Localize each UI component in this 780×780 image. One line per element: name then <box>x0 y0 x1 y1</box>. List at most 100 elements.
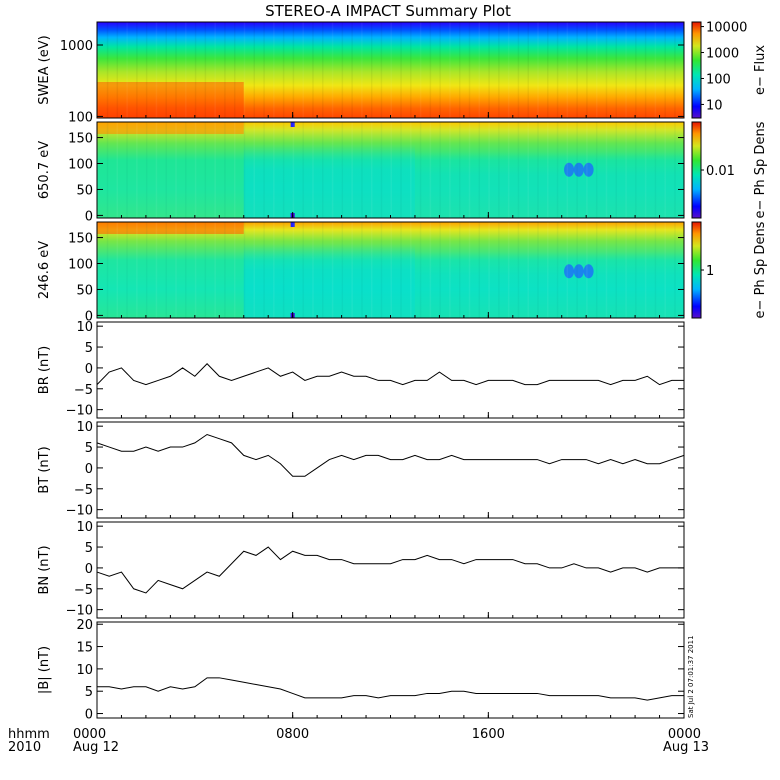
ytick-label: 0 <box>85 309 93 324</box>
pad-stripe <box>674 222 676 318</box>
ylabel: BR (nT) <box>37 346 52 394</box>
ytick-label: −5 <box>74 583 93 598</box>
spectrogram-stripe <box>370 22 373 118</box>
ylabel: 650.7 eV <box>37 141 52 199</box>
pad-stripe <box>429 222 432 318</box>
ytick-label: 0 <box>85 209 93 224</box>
ytick-label: 5 <box>85 685 93 700</box>
pad-stripe <box>507 122 510 218</box>
pad-stripe <box>341 222 344 318</box>
pad-stripe <box>488 122 490 218</box>
pad-stripe <box>185 122 187 218</box>
pad-stripe <box>498 122 500 218</box>
pad-stripe <box>419 122 422 218</box>
series-line-3 <box>96 363 684 386</box>
pad-stripe <box>165 222 167 318</box>
spectrogram-stripe <box>185 22 187 118</box>
spectrogram-stripe <box>253 22 256 118</box>
colorbar-tick-label: 1 <box>706 264 714 279</box>
ytick-label: 0 <box>85 362 93 377</box>
spectrogram-stripe <box>155 22 158 118</box>
pad-stripe <box>273 222 275 318</box>
pad-stripe <box>468 222 471 318</box>
pad-stripe <box>302 122 304 218</box>
pad-stripe <box>331 222 334 318</box>
pad-stripe <box>635 122 637 218</box>
ylabel: |B| (nT) <box>37 646 52 694</box>
pad-stripe <box>253 122 256 218</box>
xtick-label: 0800 <box>276 727 309 742</box>
ytick-label: 50 <box>76 183 93 198</box>
ytick-label: 0 <box>85 708 93 723</box>
spectrogram-stripe <box>654 22 657 118</box>
pad-stripe <box>155 222 158 318</box>
pad-stripe <box>517 222 520 318</box>
pad-stripe <box>106 122 109 218</box>
spectrogram-stripe <box>233 22 236 118</box>
pad-early-hot-band <box>97 122 244 134</box>
spectrogram-stripe <box>351 22 353 118</box>
ytick-label: 10 <box>76 520 93 535</box>
ytick-label: 0 <box>85 462 93 477</box>
colorbar-2 <box>691 221 702 319</box>
spectrogram-stripe <box>586 22 588 118</box>
ytick-label: 15 <box>76 641 93 656</box>
panel-2: 1 e− Ph Sp Dens 0 50 100 150 246.6 eV <box>37 221 768 324</box>
panel-0: 10 100 1000 10000 e− Flux 100 1000 SWEA (eV) <box>37 21 768 126</box>
spectrogram-stripe <box>273 22 275 118</box>
pad-low-density-blob <box>564 162 575 177</box>
spectrogram-stripe <box>547 22 549 118</box>
pad-early-hot-band <box>97 222 244 234</box>
pad-stripe <box>322 122 324 218</box>
axes-frame <box>96 421 685 519</box>
pad-stripe <box>458 122 461 218</box>
spectrogram-stripe <box>674 22 676 118</box>
spectrogram-stripe <box>556 22 559 118</box>
pad-low-density-blob <box>583 264 594 279</box>
ytick-label: 150 <box>68 232 93 247</box>
spectrogram-stripe <box>439 22 441 118</box>
spectrogram-stripe <box>566 22 569 118</box>
pad-stripe <box>136 122 138 218</box>
pad-stripe <box>322 222 324 318</box>
pad-stripe <box>97 222 99 318</box>
pad-stripe <box>282 222 285 318</box>
colorbar-0 <box>691 21 702 119</box>
spectrogram-stripe <box>282 22 285 118</box>
pad-stripe <box>175 222 177 318</box>
pad-stripe <box>116 122 119 218</box>
pad-stripe <box>478 122 481 218</box>
pad-stripe <box>635 222 637 318</box>
spectrogram-stripe <box>263 22 265 118</box>
colorbar-label: e− Flux <box>753 45 768 95</box>
footer-year: 2010 <box>8 740 41 755</box>
spectrogram-stripe <box>312 22 314 118</box>
pad-stripe <box>233 222 236 318</box>
xtick-label: 0000 <box>73 727 106 742</box>
spectrogram-stripe <box>214 22 216 118</box>
spectrogram-stripe <box>400 22 402 118</box>
pad-stripe <box>410 122 412 218</box>
ytick-label: 10 <box>76 320 93 335</box>
spectrogram-stripe <box>527 22 529 118</box>
pad-stripe <box>233 122 236 218</box>
spectrogram-stripe <box>576 22 578 118</box>
pad-stripe <box>507 222 510 318</box>
pad-stripe <box>488 222 490 318</box>
ytick-label: 5 <box>85 541 93 556</box>
spectrogram-stripe <box>194 22 197 118</box>
pad-stripe <box>145 122 148 218</box>
pad-stripe <box>576 222 578 318</box>
ytick-label: 5 <box>85 441 93 456</box>
pad-stripe <box>527 122 529 218</box>
pad-stripe <box>615 222 618 318</box>
pad-stripe <box>625 122 627 218</box>
pad-stripe <box>302 222 304 318</box>
spectrogram-stripe <box>204 22 207 118</box>
pad-stripe <box>537 122 539 218</box>
pad-stripe <box>126 222 128 318</box>
axes-frame <box>96 621 685 719</box>
spectrogram-stripe <box>341 22 344 118</box>
spectrogram-stripe <box>126 22 128 118</box>
